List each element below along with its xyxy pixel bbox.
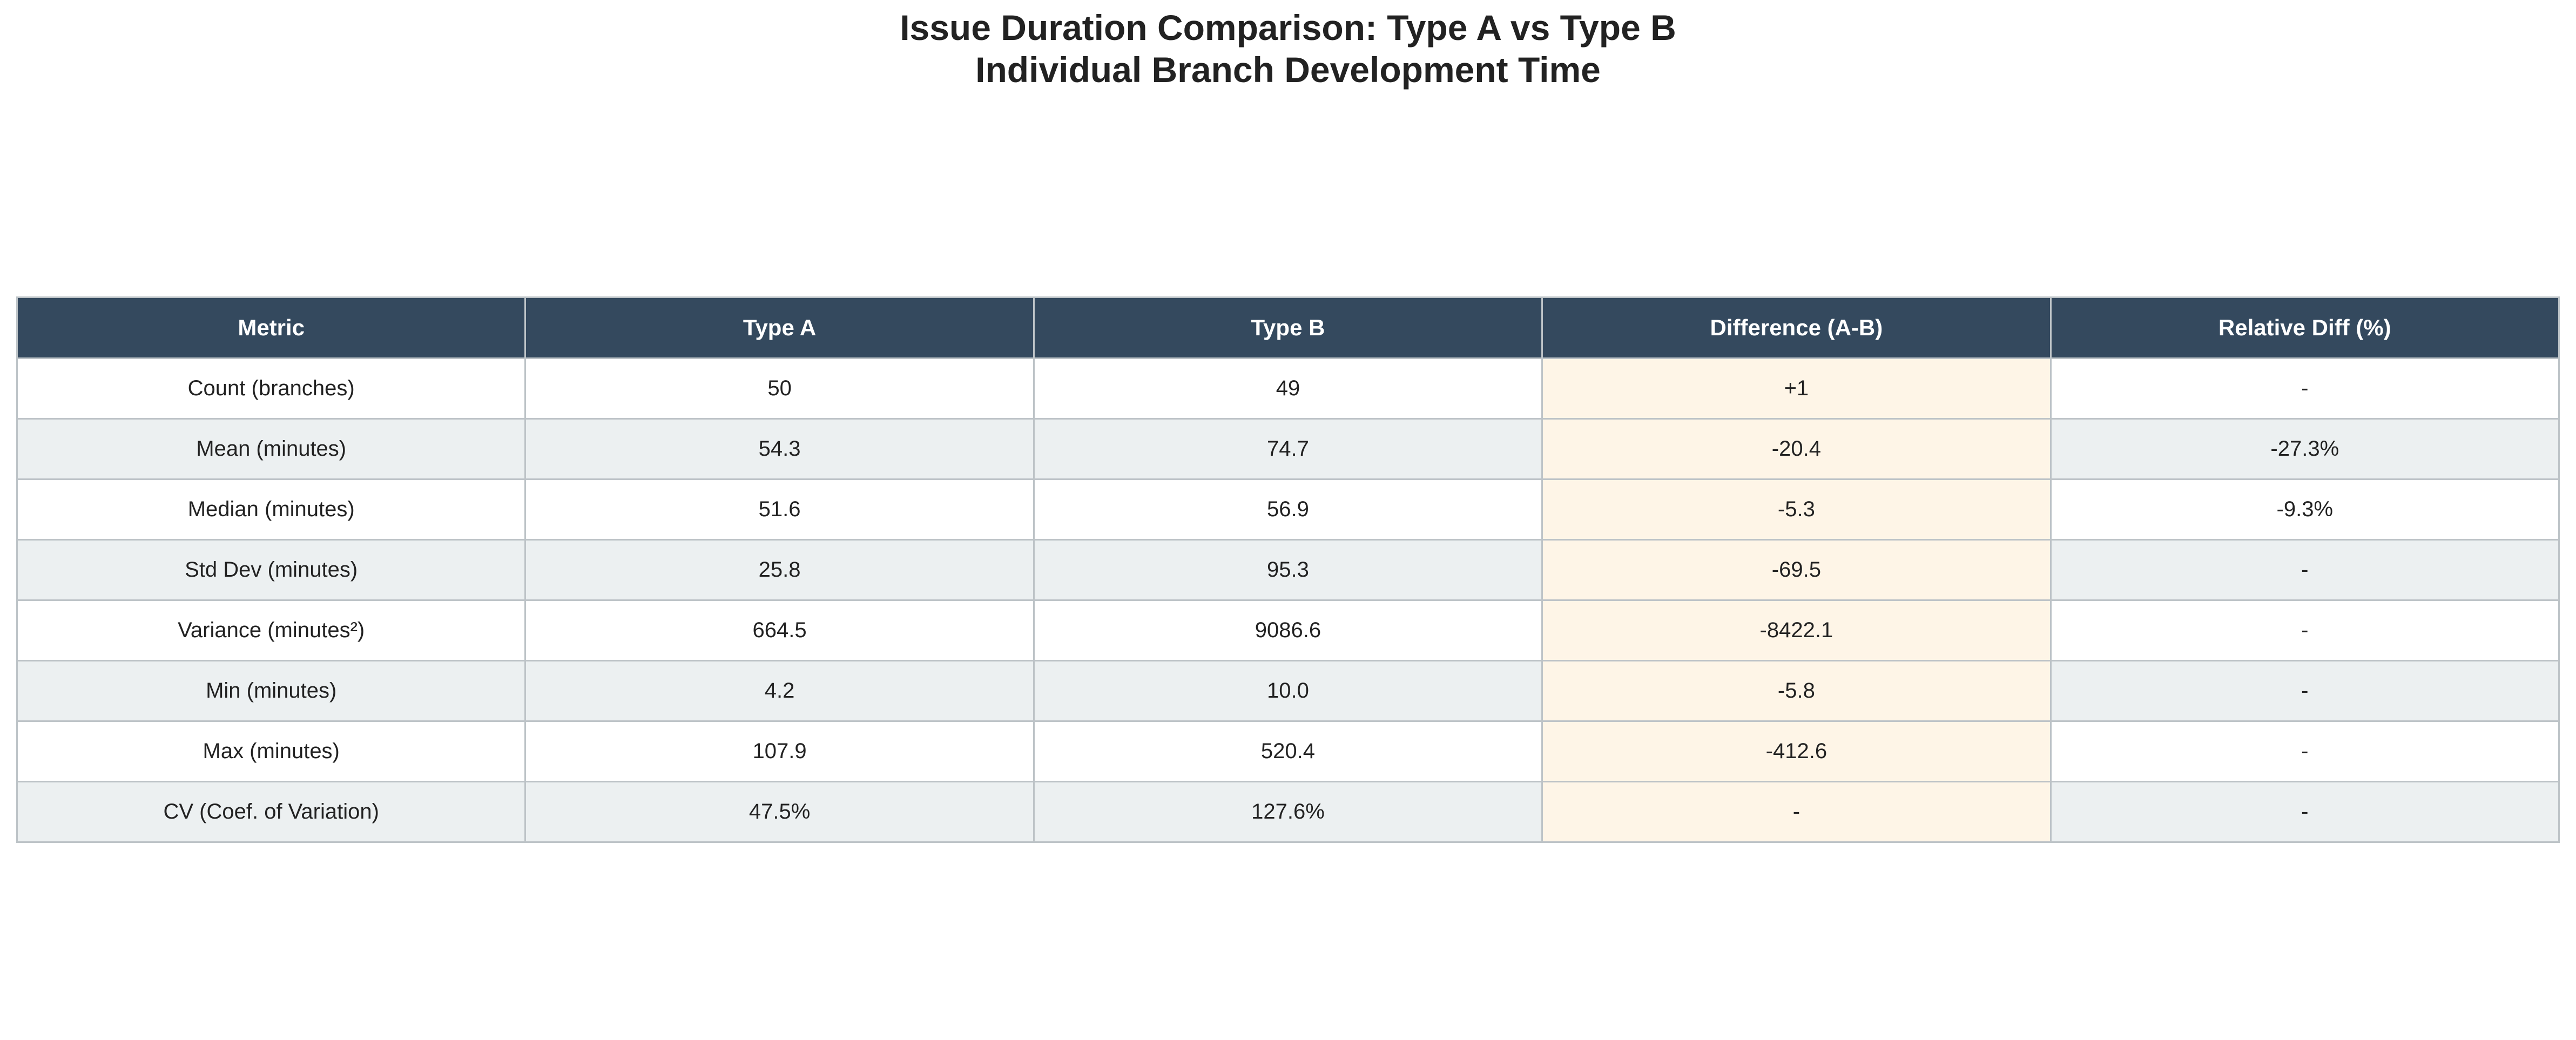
table-cell-difference: -20.4 bbox=[1541, 418, 2052, 480]
table-row: Median (minutes) 51.6 56.9 -5.3 -9.3% bbox=[16, 478, 2560, 541]
table-cell-relative-diff: - bbox=[2049, 539, 2560, 601]
table-cell-type-a: 4.2 bbox=[524, 660, 1035, 722]
table-cell-type-a: 51.6 bbox=[524, 478, 1035, 541]
table-cell-difference: - bbox=[1541, 781, 2052, 843]
table-row: Max (minutes) 107.9 520.4 -412.6 - bbox=[16, 720, 2560, 782]
table-cell-difference: -69.5 bbox=[1541, 539, 2052, 601]
table-header-row: Metric Type A Type B Difference (A-B) Re… bbox=[16, 296, 2560, 359]
table-row: Std Dev (minutes) 25.8 95.3 -69.5 - bbox=[16, 539, 2560, 601]
table-cell-metric: Min (minutes) bbox=[16, 660, 527, 722]
column-header: Type A bbox=[524, 296, 1035, 359]
table-row: Min (minutes) 4.2 10.0 -5.8 - bbox=[16, 660, 2560, 722]
table-cell-metric: Variance (minutes²) bbox=[16, 599, 527, 661]
table-cell-difference: -412.6 bbox=[1541, 720, 2052, 782]
table-cell-difference: -5.8 bbox=[1541, 660, 2052, 722]
table-row: Count (branches) 50 49 +1 - bbox=[16, 357, 2560, 420]
table-cell-type-b: 9086.6 bbox=[1033, 599, 1543, 661]
table-cell-type-a: 25.8 bbox=[524, 539, 1035, 601]
table-row: Variance (minutes²) 664.5 9086.6 -8422.1… bbox=[16, 599, 2560, 661]
table-cell-metric: Count (branches) bbox=[16, 357, 527, 420]
table-cell-type-a: 664.5 bbox=[524, 599, 1035, 661]
table-cell-type-b: 95.3 bbox=[1033, 539, 1543, 601]
table-cell-type-b: 520.4 bbox=[1033, 720, 1543, 782]
table-cell-relative-diff: -9.3% bbox=[2049, 478, 2560, 541]
table-cell-type-b: 49 bbox=[1033, 357, 1543, 420]
table-cell-metric: CV (Coef. of Variation) bbox=[16, 781, 527, 843]
table-cell-relative-diff: - bbox=[2049, 660, 2560, 722]
table-cell-metric: Median (minutes) bbox=[16, 478, 527, 541]
column-header: Metric bbox=[16, 296, 527, 359]
chart-title-block: Issue Duration Comparison: Type A vs Typ… bbox=[0, 6, 2576, 91]
table-cell-type-b: 10.0 bbox=[1033, 660, 1543, 722]
table-cell-metric: Mean (minutes) bbox=[16, 418, 527, 480]
table-cell-metric: Std Dev (minutes) bbox=[16, 539, 527, 601]
table-cell-difference: -5.3 bbox=[1541, 478, 2052, 541]
table-cell-type-b: 56.9 bbox=[1033, 478, 1543, 541]
table-cell-type-b: 74.7 bbox=[1033, 418, 1543, 480]
chart-subtitle: Individual Branch Development Time bbox=[975, 50, 1601, 90]
table-cell-type-a: 50 bbox=[524, 357, 1035, 420]
table-cell-type-b: 127.6% bbox=[1033, 781, 1543, 843]
chart-title: Issue Duration Comparison: Type A vs Typ… bbox=[900, 8, 1676, 48]
table-cell-relative-diff: - bbox=[2049, 599, 2560, 661]
table-cell-relative-diff: -27.3% bbox=[2049, 418, 2560, 480]
table-row: Mean (minutes) 54.3 74.7 -20.4 -27.3% bbox=[16, 418, 2560, 480]
table-cell-relative-diff: - bbox=[2049, 357, 2560, 420]
column-header: Type B bbox=[1033, 296, 1543, 359]
table-row: CV (Coef. of Variation) 47.5% 127.6% - - bbox=[16, 781, 2560, 843]
table-cell-type-a: 47.5% bbox=[524, 781, 1035, 843]
stats-table: Metric Type A Type B Difference (A-B) Re… bbox=[16, 296, 2560, 843]
table-cell-difference: +1 bbox=[1541, 357, 2052, 420]
table-cell-metric: Max (minutes) bbox=[16, 720, 527, 782]
table-cell-type-a: 54.3 bbox=[524, 418, 1035, 480]
column-header: Relative Diff (%) bbox=[2049, 296, 2560, 359]
table-cell-difference: -8422.1 bbox=[1541, 599, 2052, 661]
table-cell-relative-diff: - bbox=[2049, 781, 2560, 843]
column-header: Difference (A-B) bbox=[1541, 296, 2052, 359]
table-cell-relative-diff: - bbox=[2049, 720, 2560, 782]
table-cell-type-a: 107.9 bbox=[524, 720, 1035, 782]
